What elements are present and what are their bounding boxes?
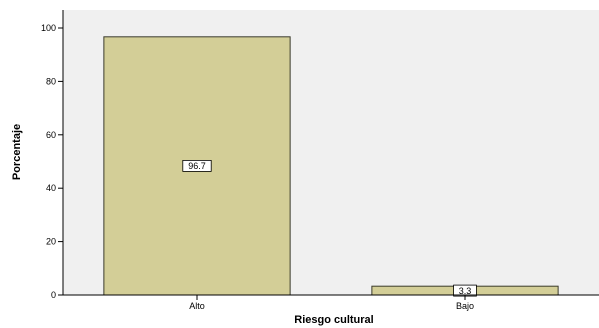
y-tick-label: 100 — [41, 23, 56, 33]
x-tick-label: Alto — [189, 301, 205, 311]
y-axis-ticks: 0 20 40 60 80 100 — [41, 23, 63, 300]
x-tick-label: Bajo — [456, 301, 474, 311]
data-label-box — [182, 160, 212, 172]
y-tick-label: 0 — [51, 290, 56, 300]
bars: 96.7 3.3 — [103, 36, 559, 297]
bar-alto — [103, 36, 291, 296]
y-tick-label: 80 — [46, 76, 56, 86]
y-axis-title: Porcentaje — [11, 124, 23, 180]
y-tick-label: 20 — [46, 237, 56, 247]
x-axis-ticks: Alto Bajo — [189, 295, 474, 311]
y-tick-label: 40 — [46, 183, 56, 193]
x-axis-title: Riesgo cultural — [294, 314, 373, 326]
data-label: 96.7 — [188, 161, 206, 171]
y-tick-label: 60 — [46, 130, 56, 140]
data-label: 3.3 — [459, 286, 472, 296]
